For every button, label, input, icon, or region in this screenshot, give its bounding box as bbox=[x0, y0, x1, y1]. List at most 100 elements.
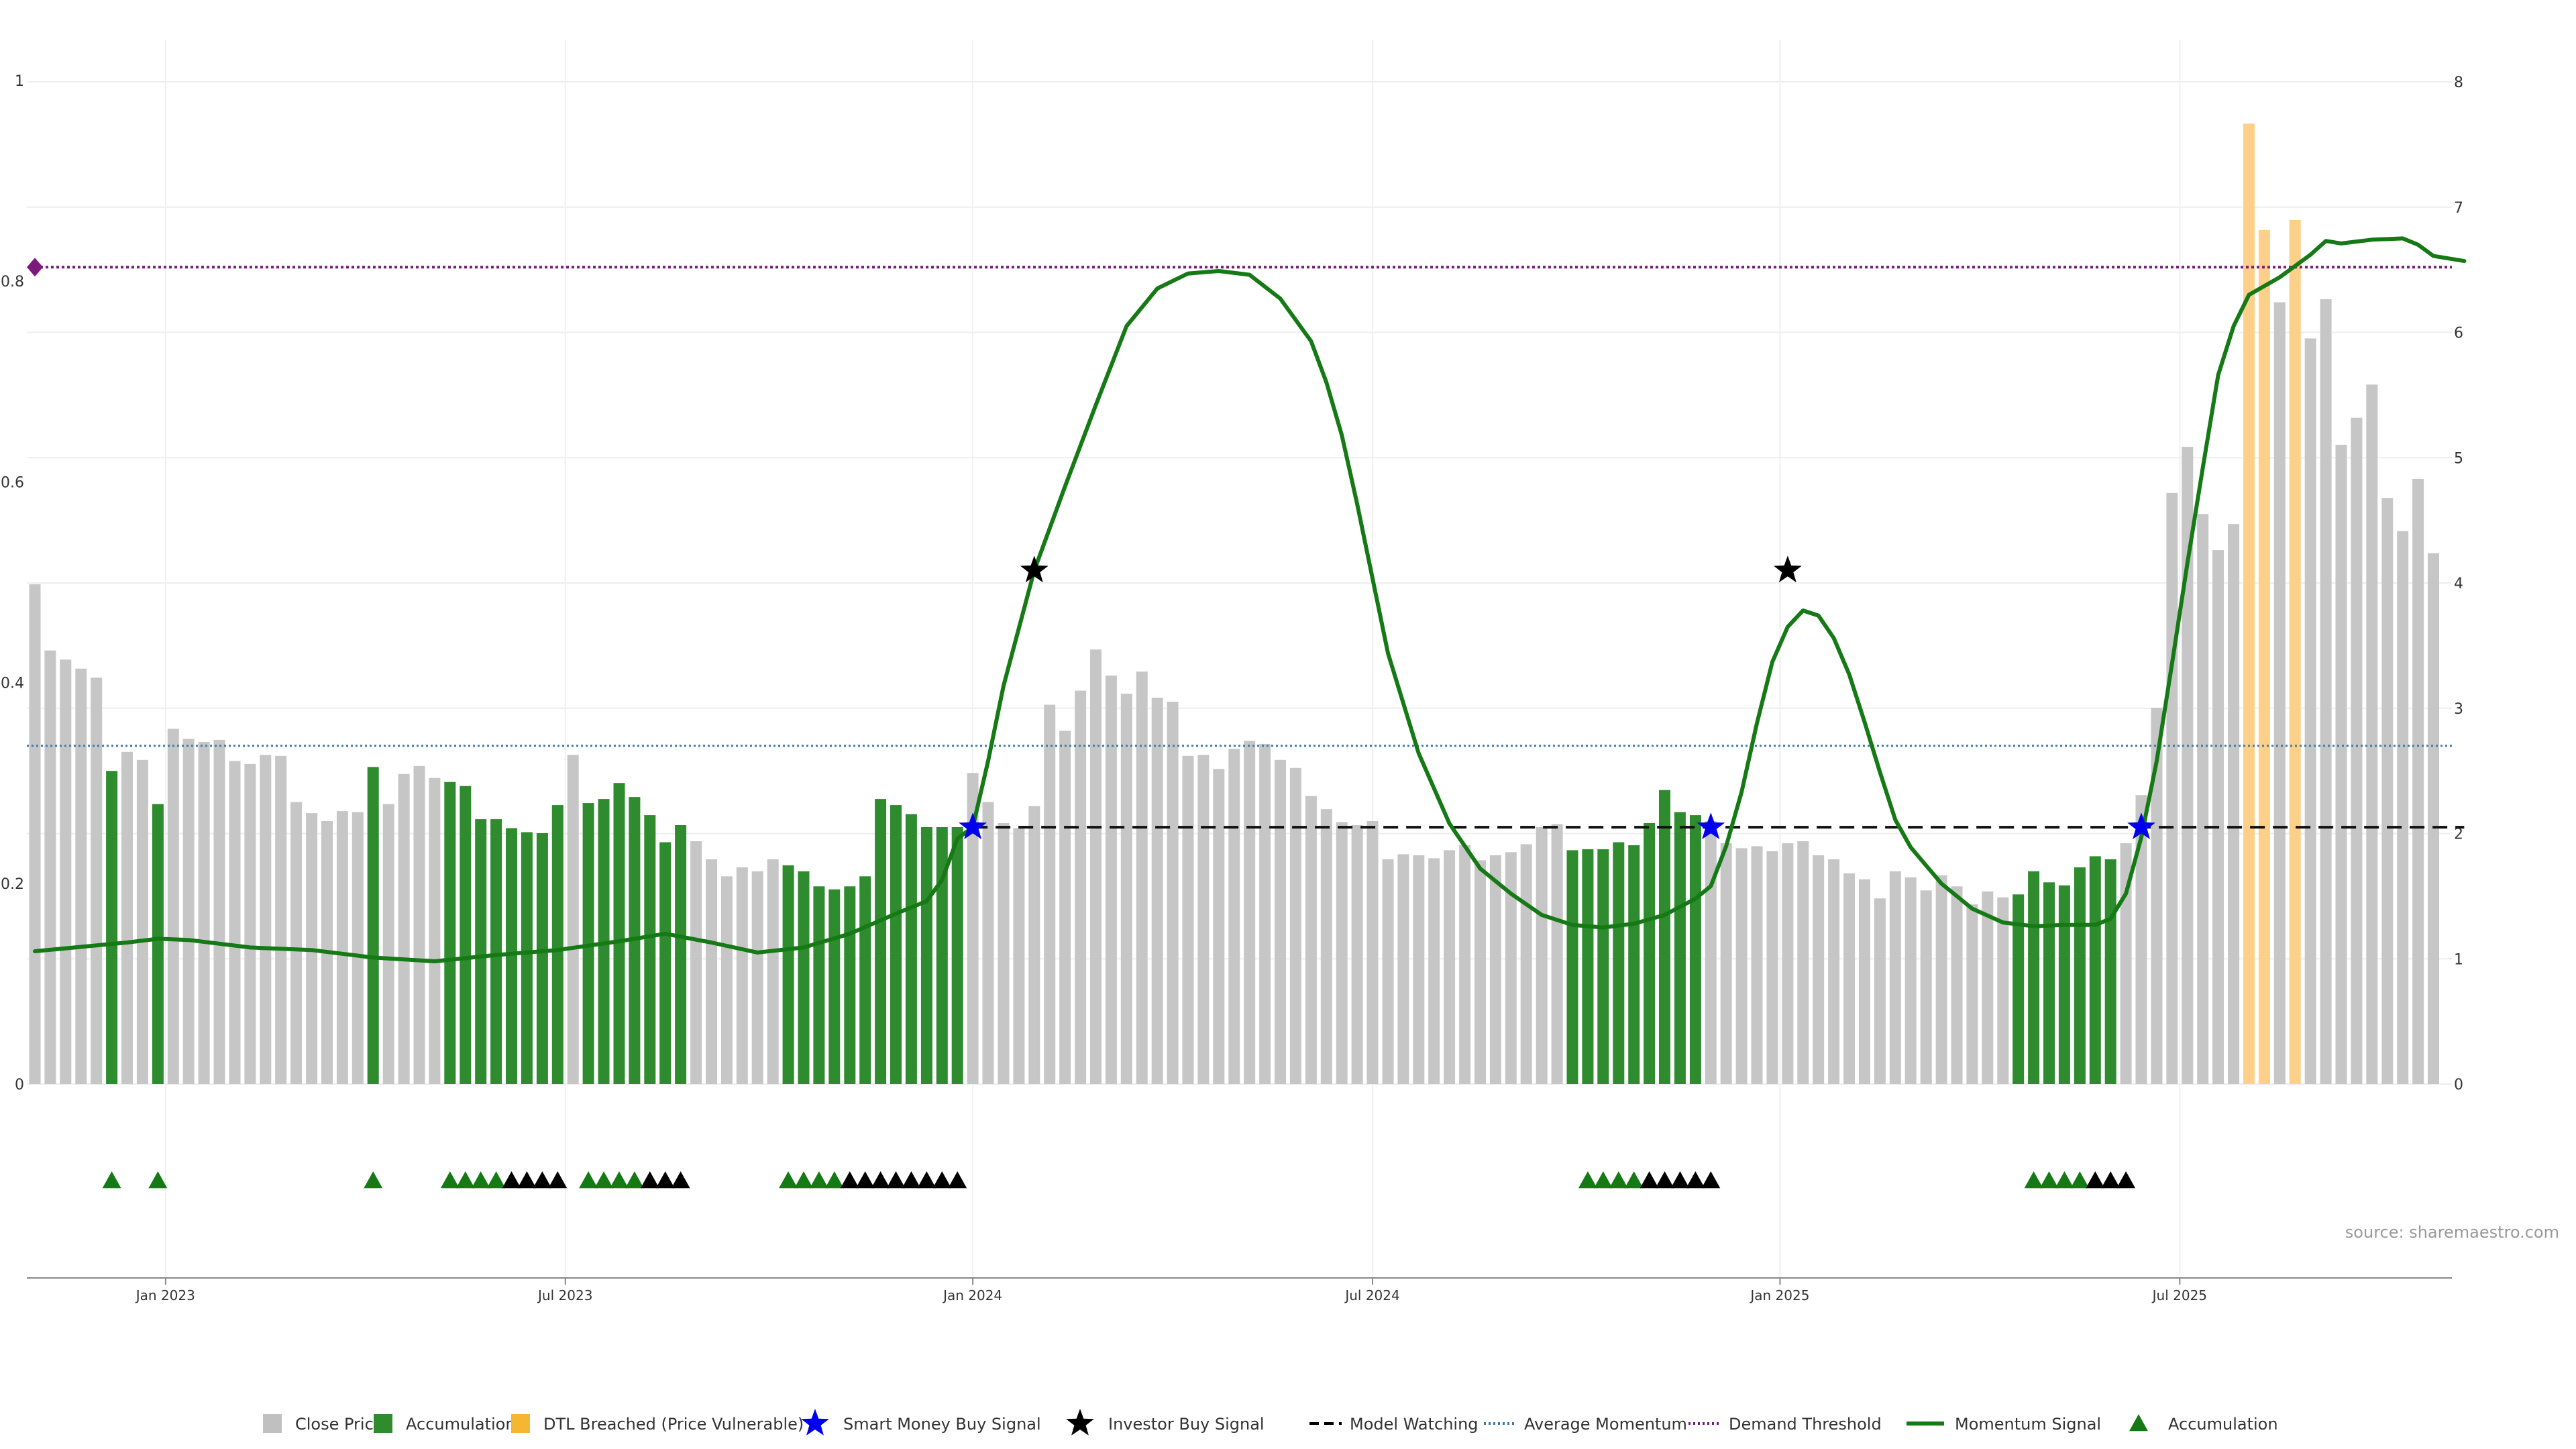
bar bbox=[1966, 904, 1978, 1084]
x-tick-label: Jul 2025 bbox=[2151, 1287, 2207, 1303]
accumulation-triangle-icon bbox=[779, 1171, 798, 1189]
left-tick-label: 0.8 bbox=[1, 274, 24, 290]
bar bbox=[1982, 891, 1994, 1084]
accumulation-triangle-icon bbox=[1593, 1171, 1613, 1189]
right-tick-label: 2 bbox=[2454, 826, 2463, 843]
bar bbox=[1797, 841, 1809, 1084]
bar bbox=[1336, 822, 1348, 1084]
bar bbox=[2074, 867, 2086, 1084]
bar bbox=[2135, 795, 2147, 1084]
bar bbox=[2351, 417, 2363, 1084]
accumulation-triangle-icon bbox=[1624, 1171, 1644, 1189]
accumulation-triangle-icon bbox=[594, 1171, 614, 1189]
bar bbox=[1644, 823, 1656, 1084]
legend-swatch bbox=[374, 1414, 392, 1433]
bar bbox=[2320, 299, 2332, 1085]
bar bbox=[613, 783, 625, 1084]
left-tick-label: 1 bbox=[15, 73, 24, 90]
legend-item-watch: Model Watching bbox=[1309, 1415, 1479, 1434]
bar bbox=[182, 739, 195, 1084]
legend-item-investor: Investor Buy Signal bbox=[1066, 1409, 1265, 1436]
x-tick-label: Jul 2023 bbox=[537, 1287, 592, 1303]
bar bbox=[1428, 858, 1440, 1084]
accumulation-triangle-icon bbox=[655, 1171, 675, 1189]
bar bbox=[91, 678, 103, 1084]
bar bbox=[828, 889, 841, 1084]
legend-label: Close Price bbox=[295, 1415, 384, 1434]
bar bbox=[2304, 338, 2316, 1084]
accumulation-triangle-icon bbox=[102, 1171, 121, 1189]
bar bbox=[1597, 849, 1609, 1084]
bar bbox=[859, 876, 871, 1084]
bar bbox=[767, 859, 779, 1084]
accumulation-triangle-icon bbox=[517, 1171, 537, 1189]
accumulation-triangle-icon bbox=[2086, 1171, 2105, 1189]
bar bbox=[736, 867, 748, 1084]
legend: Close Price Accumulation DTL Breached (Pri… bbox=[263, 1409, 2278, 1436]
bar bbox=[875, 799, 887, 1084]
bar bbox=[2258, 229, 2270, 1084]
bar bbox=[920, 827, 932, 1084]
bar bbox=[1735, 848, 1748, 1084]
legend-item-dtl: DTL Breached (Price Vulnerable) bbox=[511, 1414, 804, 1434]
bar bbox=[2104, 859, 2116, 1084]
accumulation-triangle-icon bbox=[1701, 1171, 1721, 1189]
bar bbox=[2366, 384, 2378, 1084]
bar bbox=[1828, 859, 1840, 1084]
right-tick-label: 4 bbox=[2454, 576, 2463, 592]
bar bbox=[1766, 851, 1778, 1084]
bar bbox=[1075, 690, 1087, 1084]
accumulation-triangle-icon bbox=[533, 1171, 552, 1189]
bar bbox=[1228, 749, 1240, 1084]
bar bbox=[2289, 219, 2301, 1084]
accumulation-triangle-icon bbox=[1686, 1171, 1705, 1189]
bar bbox=[659, 842, 672, 1084]
legend-label: Average Momentum bbox=[1524, 1415, 1687, 1434]
bar bbox=[1320, 809, 1332, 1084]
bar bbox=[1413, 855, 1425, 1084]
accumulation-triangle-icon bbox=[486, 1171, 506, 1189]
bar bbox=[1751, 846, 1763, 1084]
bar bbox=[1397, 854, 1409, 1084]
legend-item-tri: Accumulation bbox=[2129, 1414, 2278, 1434]
accumulation-triangle-icon bbox=[2116, 1171, 2136, 1189]
bar bbox=[1659, 790, 1670, 1084]
investor-star-icon bbox=[1774, 555, 1802, 583]
bar bbox=[152, 804, 164, 1084]
legend-item-close: Close Price bbox=[263, 1414, 384, 1434]
bar bbox=[1520, 844, 1532, 1084]
bar bbox=[536, 833, 548, 1084]
accumulation-triangle-icon bbox=[2055, 1171, 2074, 1189]
bar bbox=[1090, 649, 1102, 1084]
bar bbox=[1813, 855, 1825, 1084]
bar bbox=[1151, 698, 1163, 1084]
accumulation-triangle-icon bbox=[671, 1171, 690, 1189]
bar bbox=[1366, 821, 1379, 1084]
bar bbox=[60, 659, 72, 1084]
bar bbox=[720, 876, 733, 1084]
accumulation-triangle-icon bbox=[1609, 1171, 1628, 1189]
x-tick-label: Jan 2024 bbox=[942, 1287, 1002, 1303]
bar bbox=[29, 584, 41, 1084]
bar bbox=[1289, 767, 1301, 1084]
bar bbox=[367, 767, 379, 1084]
bar bbox=[1459, 845, 1471, 1084]
legend-label: Smart Money Buy Signal bbox=[843, 1415, 1041, 1434]
legend-item-demand: Demand Threshold bbox=[1688, 1415, 1882, 1434]
bar bbox=[1120, 694, 1132, 1084]
bar bbox=[75, 668, 87, 1084]
source-label: source: sharemaestro.com bbox=[2345, 1223, 2559, 1242]
bar bbox=[1613, 842, 1625, 1084]
bar bbox=[44, 650, 56, 1084]
legend-triangle-icon bbox=[2129, 1414, 2148, 1432]
bar bbox=[106, 771, 118, 1084]
legend-label: Accumulation bbox=[406, 1415, 516, 1434]
bar bbox=[2151, 708, 2163, 1084]
bar bbox=[1628, 845, 1640, 1084]
x-tick-label: Jan 2023 bbox=[135, 1287, 195, 1303]
accumulation-triangle-icon bbox=[824, 1171, 844, 1189]
bar bbox=[1582, 849, 1594, 1084]
bar bbox=[567, 755, 579, 1084]
right-tick-label: 3 bbox=[2454, 701, 2463, 718]
